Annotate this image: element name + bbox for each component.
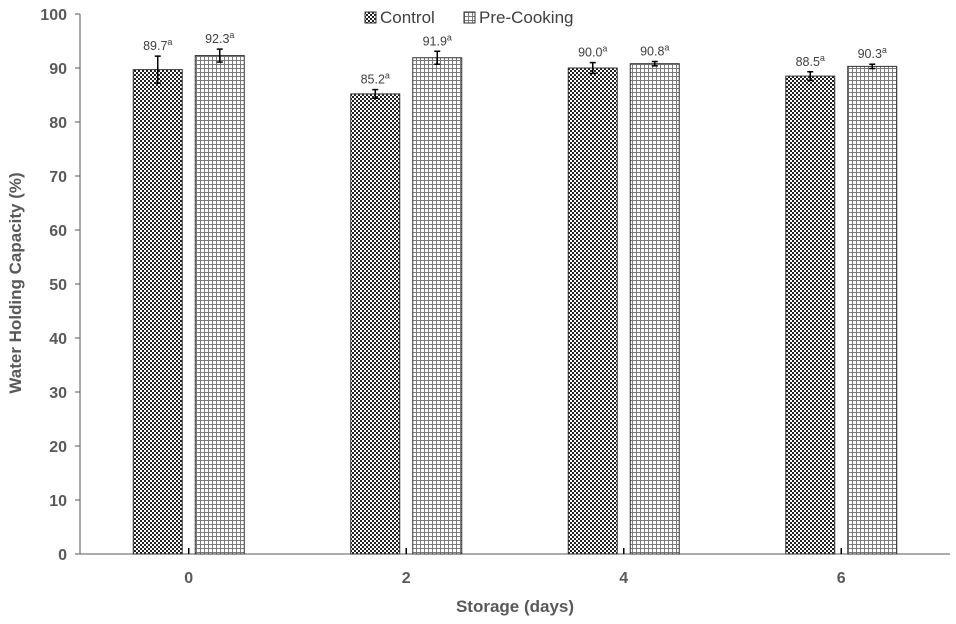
data-label-value: 91.9	[423, 34, 447, 48]
x-axis-title: Storage (days)	[456, 597, 574, 616]
data-label-superscript: a	[229, 30, 234, 40]
bar-control	[132, 69, 183, 555]
data-label-value: 90.3	[858, 47, 882, 61]
data-label-value: 90.8	[640, 45, 664, 59]
y-tick-label: 70	[49, 169, 67, 186]
bar-pre-cooking	[412, 57, 463, 555]
legend-label-control: Control	[380, 8, 435, 27]
data-label-superscript: a	[167, 37, 172, 47]
data-label-value: 89.7	[143, 39, 167, 53]
y-tick-label: 90	[49, 61, 67, 78]
y-tick-label: 50	[49, 277, 67, 294]
x-tick-label: 6	[837, 570, 846, 587]
x-tick-label: 2	[402, 570, 411, 587]
x-tick-label: 4	[619, 570, 628, 587]
bar-pre-cooking	[194, 55, 245, 555]
data-label: 88.5a	[796, 53, 825, 69]
data-label: 89.7a	[143, 37, 172, 53]
data-label-superscript: a	[447, 32, 452, 42]
y-tick-label: 60	[49, 223, 67, 240]
data-label-value: 90.0	[578, 46, 602, 60]
data-label: 90.8a	[640, 43, 669, 59]
bar-control	[567, 67, 618, 555]
bar-control	[350, 93, 401, 555]
bar-pre-cooking	[629, 63, 680, 555]
data-label-value: 92.3	[205, 32, 229, 46]
y-tick-label: 100	[40, 7, 67, 24]
legend-label-precooking: Pre-Cooking	[479, 8, 574, 27]
x-tick-label: 0	[184, 570, 193, 587]
y-tick-label: 40	[49, 331, 67, 348]
y-axis-title: Water Holding Capacity (%)	[6, 172, 25, 393]
data-label-superscript: a	[385, 71, 390, 81]
data-label-superscript: a	[602, 44, 607, 54]
data-label-superscript: a	[664, 43, 669, 53]
y-tick-label: 30	[49, 385, 67, 402]
data-label: 90.0a	[578, 44, 607, 60]
y-tick-label: 0	[58, 547, 67, 564]
data-label: 85.2a	[361, 71, 390, 87]
legend-swatch-control	[364, 11, 377, 24]
legend: Control Pre-Cooking	[364, 8, 574, 27]
y-tick-label: 80	[49, 115, 67, 132]
bar-pre-cooking	[847, 65, 898, 555]
data-label-value: 85.2	[361, 73, 385, 87]
data-label: 92.3a	[205, 30, 234, 46]
data-label: 91.9a	[423, 32, 452, 48]
data-label: 90.3a	[858, 45, 887, 61]
bar-control	[785, 75, 836, 555]
data-label-value: 88.5	[796, 55, 820, 69]
data-label-superscript: a	[882, 45, 887, 55]
legend-swatch-precooking	[463, 11, 476, 24]
y-tick-label: 10	[49, 493, 67, 510]
data-label-superscript: a	[820, 53, 825, 63]
y-tick-label: 20	[49, 439, 67, 456]
